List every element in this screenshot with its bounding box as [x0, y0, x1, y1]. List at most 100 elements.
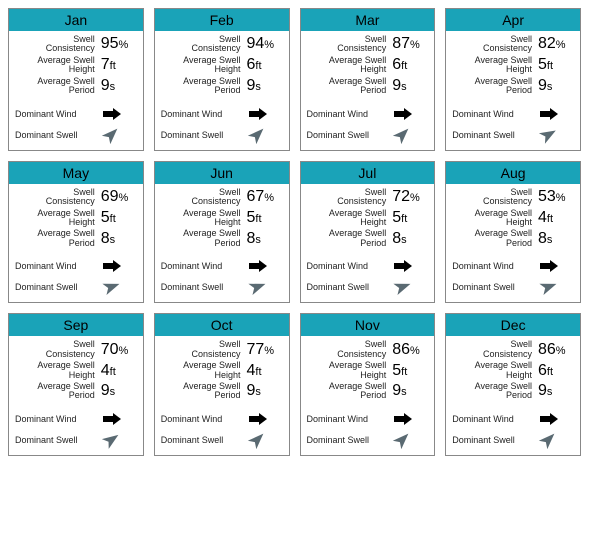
value-consistency: 94% — [247, 35, 283, 53]
row-swell: Dominant Swell — [307, 274, 429, 296]
value-height: 4ft — [247, 362, 283, 380]
value-height: 5ft — [247, 209, 283, 227]
value-period: 8s — [538, 230, 574, 248]
month-body: SwellConsistency 72% Average SwellHeight… — [301, 184, 435, 303]
value-period: 9s — [392, 77, 428, 95]
unit-percent: % — [264, 39, 274, 51]
label-period: Average SwellPeriod — [161, 229, 247, 248]
label-swell: Dominant Swell — [15, 435, 101, 445]
value-consistency-num: 87 — [392, 35, 410, 52]
unit-ft: ft — [110, 213, 116, 225]
label-height: Average SwellHeight — [307, 361, 393, 380]
wind-arrow-icon — [538, 106, 574, 122]
row-wind: Dominant Wind — [452, 407, 574, 427]
value-period-num: 9 — [538, 77, 547, 94]
swell-arrow-icon — [392, 278, 428, 296]
label-consistency: SwellConsistency — [452, 35, 538, 54]
label-period: Average SwellPeriod — [161, 382, 247, 401]
value-period-num: 9 — [101, 382, 110, 399]
row-period: Average SwellPeriod 9s — [307, 382, 429, 401]
row-wind: Dominant Wind — [307, 254, 429, 274]
row-wind: Dominant Wind — [307, 102, 429, 122]
label-consistency: SwellConsistency — [307, 340, 393, 359]
row-wind: Dominant Wind — [15, 102, 137, 122]
unit-percent: % — [556, 192, 566, 204]
row-height: Average SwellHeight 4ft — [15, 361, 137, 380]
row-swell: Dominant Swell — [307, 122, 429, 144]
swell-arrow-icon — [538, 126, 574, 144]
row-period: Average SwellPeriod 9s — [161, 77, 283, 96]
wind-arrow-icon — [538, 258, 574, 274]
row-height: Average SwellHeight 4ft — [161, 361, 283, 380]
month-body: SwellConsistency 86% Average SwellHeight… — [301, 336, 435, 455]
value-consistency-num: 86 — [538, 341, 556, 358]
row-swell: Dominant Swell — [307, 427, 429, 449]
row-height: Average SwellHeight 7ft — [15, 56, 137, 75]
row-height: Average SwellHeight 6ft — [452, 361, 574, 380]
month-body: SwellConsistency 87% Average SwellHeight… — [301, 31, 435, 150]
month-body: SwellConsistency 94% Average SwellHeight… — [155, 31, 289, 150]
label-swell: Dominant Swell — [452, 130, 538, 140]
month-card: May SwellConsistency 69% Average SwellHe… — [8, 161, 144, 304]
value-height-num: 4 — [538, 209, 547, 226]
month-header: Aug — [446, 162, 580, 184]
label-wind: Dominant Wind — [15, 414, 101, 424]
value-height: 5ft — [392, 209, 428, 227]
month-body: SwellConsistency 53% Average SwellHeight… — [446, 184, 580, 303]
label-wind: Dominant Wind — [452, 109, 538, 119]
value-period-num: 8 — [392, 230, 401, 247]
label-height: Average SwellHeight — [452, 56, 538, 75]
value-consistency: 69% — [101, 188, 137, 206]
label-consistency: SwellConsistency — [161, 340, 247, 359]
row-swell: Dominant Swell — [452, 122, 574, 144]
month-card: Jan SwellConsistency 95% Average SwellHe… — [8, 8, 144, 151]
month-card: Feb SwellConsistency 94% Average SwellHe… — [154, 8, 290, 151]
wind-arrow-icon — [101, 106, 137, 122]
row-swell: Dominant Swell — [161, 122, 283, 144]
value-period-num: 9 — [538, 382, 547, 399]
value-consistency-num: 86 — [392, 341, 410, 358]
value-height: 5ft — [392, 362, 428, 380]
month-card: Oct SwellConsistency 77% Average SwellHe… — [154, 313, 290, 456]
row-height: Average SwellHeight 5ft — [307, 361, 429, 380]
swell-arrow-icon — [538, 431, 574, 449]
label-consistency: SwellConsistency — [15, 188, 101, 207]
value-period: 9s — [247, 77, 283, 95]
value-period: 8s — [392, 230, 428, 248]
value-period-num: 8 — [538, 230, 547, 247]
label-swell: Dominant Swell — [452, 435, 538, 445]
label-period: Average SwellPeriod — [307, 382, 393, 401]
label-period: Average SwellPeriod — [452, 77, 538, 96]
unit-s: s — [110, 234, 116, 246]
wind-arrow-icon — [101, 258, 137, 274]
value-consistency-num: 67 — [247, 188, 265, 205]
row-period: Average SwellPeriod 9s — [307, 77, 429, 96]
unit-ft: ft — [401, 366, 407, 378]
label-height: Average SwellHeight — [307, 209, 393, 228]
month-header: Oct — [155, 314, 289, 336]
row-wind: Dominant Wind — [452, 254, 574, 274]
label-wind: Dominant Wind — [161, 261, 247, 271]
row-period: Average SwellPeriod 9s — [15, 382, 137, 401]
month-header: Sep — [9, 314, 143, 336]
value-height: 4ft — [101, 362, 137, 380]
unit-ft: ft — [547, 213, 553, 225]
month-body: SwellConsistency 70% Average SwellHeight… — [9, 336, 143, 455]
unit-ft: ft — [110, 366, 116, 378]
label-consistency: SwellConsistency — [161, 188, 247, 207]
label-consistency: SwellConsistency — [161, 35, 247, 54]
swell-arrow-icon — [247, 431, 283, 449]
wind-arrow-icon — [392, 258, 428, 274]
unit-s: s — [547, 234, 553, 246]
value-consistency: 95% — [101, 35, 137, 53]
row-consistency: SwellConsistency 82% — [452, 35, 574, 54]
unit-percent: % — [556, 345, 566, 357]
unit-ft: ft — [547, 366, 553, 378]
row-wind: Dominant Wind — [15, 407, 137, 427]
value-consistency: 86% — [538, 341, 574, 359]
unit-percent: % — [410, 192, 420, 204]
label-wind: Dominant Wind — [307, 109, 393, 119]
label-swell: Dominant Swell — [161, 130, 247, 140]
swell-arrow-icon — [247, 126, 283, 144]
row-consistency: SwellConsistency 87% — [307, 35, 429, 54]
